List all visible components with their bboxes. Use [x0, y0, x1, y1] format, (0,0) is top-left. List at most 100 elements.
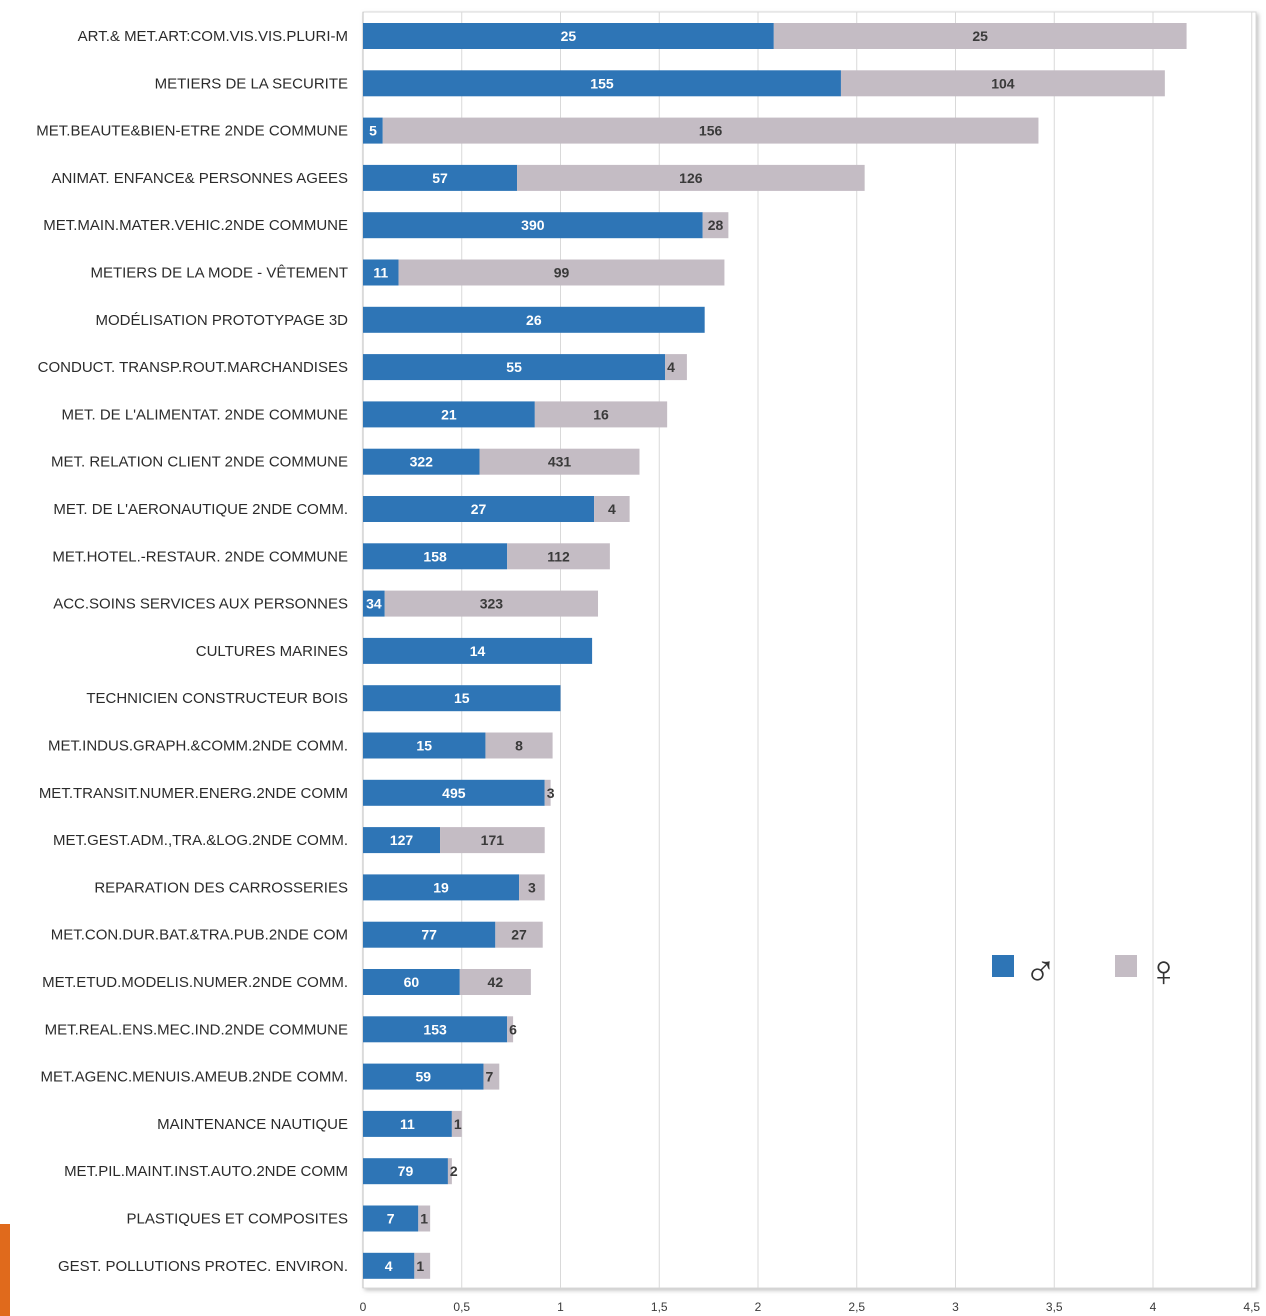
bar-female: [507, 1016, 514, 1043]
bar-female: [773, 23, 1187, 49]
bar-male: [363, 732, 486, 759]
data-label-male: 390: [521, 217, 545, 233]
bar-female: [447, 1158, 452, 1185]
category-label: GEST. POLLUTIONS PROTEC. ENVIRON.: [58, 1258, 348, 1275]
data-label-male: 25: [561, 28, 577, 44]
bar-male: [363, 590, 385, 617]
bar-female: [440, 827, 545, 854]
data-label-female: 431: [548, 454, 572, 470]
category-label: ANIMAT. ENFANCE& PERSONNES AGEES: [52, 170, 348, 187]
data-label-female: 27: [511, 927, 527, 943]
category-label: MET.INDUS.GRAPH.&COMM.2NDE COMM.: [48, 738, 348, 755]
bar-male: [363, 164, 518, 191]
bar-female: [665, 354, 687, 381]
bar-male: [363, 874, 520, 901]
data-label-female: 8: [515, 738, 523, 754]
category-label: MET. RELATION CLIENT 2NDE COMMUNE: [51, 454, 348, 471]
data-label-male: 5: [369, 123, 377, 139]
data-label-female: 7: [485, 1069, 493, 1085]
legend-female-symbol: ♀: [1147, 947, 1180, 996]
data-label-female: 3: [528, 879, 536, 895]
bar-male: [363, 117, 383, 144]
data-label-male: 60: [404, 974, 420, 990]
data-label-female: 16: [593, 406, 609, 422]
bar-male: [363, 1016, 508, 1043]
bar-male: [363, 1205, 419, 1232]
bar-female: [479, 448, 640, 475]
data-label-female: 4: [608, 501, 616, 517]
bar-male: [363, 70, 841, 97]
category-label: MET.PIL.MAINT.INST.AUTO.2NDE COMM: [64, 1163, 348, 1180]
bar-female: [840, 70, 1165, 97]
data-label-female: 112: [547, 548, 570, 564]
bar-male: [363, 921, 496, 948]
data-label-female: 1: [454, 1116, 462, 1132]
data-label-male: 21: [441, 406, 457, 422]
data-label-male: 322: [410, 454, 434, 470]
data-label-female: 104: [991, 75, 1015, 91]
category-label: PLASTIQUES ET COMPOSITES: [127, 1211, 348, 1228]
category-labels: ART.& MET.ART:COM.VIS.VIS.PLURI-M METIERS…: [36, 28, 348, 1275]
bar-male: [363, 969, 460, 995]
bar-female: [519, 874, 545, 901]
data-label-male: 7: [387, 1211, 395, 1227]
bar-male: [363, 448, 480, 475]
x-tick-label: 1,5: [651, 1300, 668, 1314]
category-label: MET.CON.DUR.BAT.&TRA.PUB.2NDE COM: [51, 927, 348, 944]
slide-accent-bar: [0, 1224, 10, 1316]
x-tick-label: 3: [952, 1300, 959, 1314]
data-label-male: 11: [373, 265, 388, 281]
bar-male: [363, 543, 508, 570]
x-tick-label: 2: [755, 1300, 762, 1314]
x-tick-label: 4,5: [1243, 1300, 1260, 1314]
category-label: ACC.SOINS SERVICES AUX PERSONNES: [53, 596, 348, 613]
data-label-male: 27: [471, 501, 487, 517]
data-label-male: 127: [390, 832, 414, 848]
data-label-female: 42: [488, 974, 504, 990]
data-label-female: 4: [667, 359, 675, 375]
bar-female: [384, 590, 599, 617]
bar-male: [363, 259, 399, 286]
bar-female: [414, 1252, 431, 1279]
data-label-male: 34: [366, 596, 382, 612]
data-label-male: 59: [415, 1069, 431, 1085]
category-label: TECHNICIEN CONSTRUCTEUR BOIS: [86, 690, 348, 707]
bar-male: [363, 401, 535, 428]
data-label-female: 1: [416, 1258, 424, 1274]
legend-swatch-male: [992, 955, 1014, 977]
bar-male: [363, 1110, 452, 1137]
bar-male: [363, 306, 705, 333]
category-label: MET.MAIN.MATER.VEHIC.2NDE COMMUNE: [43, 217, 348, 234]
bar-female: [459, 969, 531, 995]
bar-male: [363, 354, 666, 381]
category-label: CULTURES MARINES: [196, 643, 348, 660]
category-label: METIERS DE LA SECURITE: [155, 75, 348, 92]
category-label: ART.& MET.ART:COM.VIS.VIS.PLURI-M: [78, 28, 348, 45]
bar-male: [363, 23, 774, 49]
data-label-female: 28: [708, 217, 724, 233]
bar-female: [534, 401, 668, 428]
data-label-male: 11: [400, 1116, 415, 1132]
category-label: MET. DE L'AERONAUTIQUE 2NDE COMM.: [53, 501, 348, 518]
bar-male: [363, 827, 441, 854]
category-label: MET.REAL.ENS.MEC.IND.2NDE COMMUNE: [45, 1021, 348, 1038]
bar-male: [363, 637, 593, 664]
data-label-male: 57: [432, 170, 448, 186]
data-label-male: 155: [590, 75, 614, 91]
bar-male: [363, 1158, 448, 1185]
data-label-male: 14: [470, 643, 486, 659]
data-label-female: 25: [972, 28, 988, 44]
category-label: CONDUCT. TRANSP.ROUT.MARCHANDISES: [38, 359, 348, 376]
x-tick-label: 0,5: [453, 1300, 470, 1314]
bar-male: [363, 685, 561, 712]
data-label-male: 15: [454, 690, 470, 706]
bar-female: [495, 921, 543, 948]
bar-male: [363, 779, 545, 806]
data-label-female: 3: [547, 785, 555, 801]
x-tick-label: 2,5: [848, 1300, 865, 1314]
x-tick-label: 1: [557, 1300, 564, 1314]
bar-female: [451, 1110, 462, 1137]
category-label: MET.AGENC.MENUIS.AMEUB.2NDE COMM.: [40, 1069, 348, 1086]
bar-female: [485, 732, 553, 759]
